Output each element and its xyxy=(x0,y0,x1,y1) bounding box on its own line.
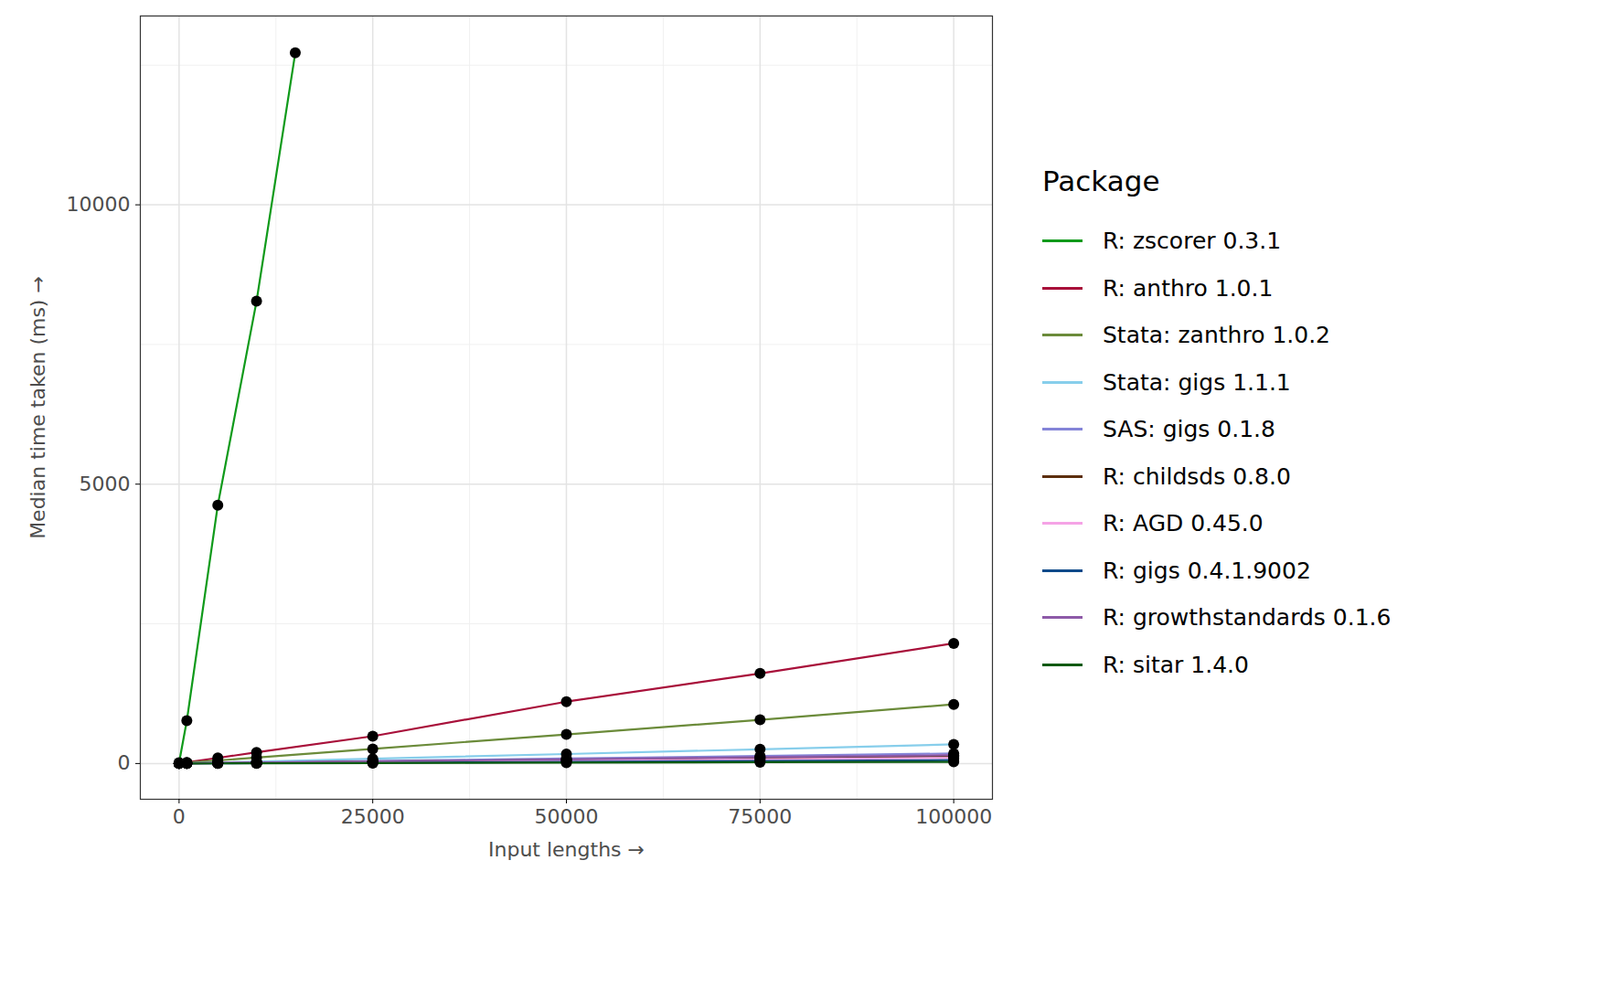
html-text:Package: Package xyxy=(1042,164,1160,198)
html-text:R: sitar 1.4.0: R: sitar 1.4.0 xyxy=(1102,651,1249,679)
svg-text:0: 0 xyxy=(117,751,131,775)
svg-text:100000: 100000 xyxy=(915,805,992,829)
html-text:Stata: gigs 1.1.1: Stata: gigs 1.1.1 xyxy=(1102,369,1291,396)
svg-text:50000: 50000 xyxy=(534,805,599,829)
html-text:R: gigs 0.4.1.9002: R: gigs 0.4.1.9002 xyxy=(1102,557,1311,585)
html-text:R: childsds 0.8.0: R: childsds 0.8.0 xyxy=(1102,463,1291,490)
svg-text:10000: 10000 xyxy=(66,192,131,216)
svg-text:75000: 75000 xyxy=(727,805,792,829)
svg-text:0: 0 xyxy=(172,805,186,829)
svg-text:Input lengths →: Input lengths → xyxy=(488,838,645,862)
html-text:R: zscorer 0.3.1: R: zscorer 0.3.1 xyxy=(1102,227,1282,255)
html-text:Stata: zanthro 1.0.2: Stata: zanthro 1.0.2 xyxy=(1102,322,1331,349)
svg-text:25000: 25000 xyxy=(341,805,406,829)
html-text:R: growthstandards 0.1.6: R: growthstandards 0.1.6 xyxy=(1102,604,1391,632)
svg-text:5000: 5000 xyxy=(79,472,131,496)
svg-text:Median time taken (ms) →: Median time taken (ms) → xyxy=(26,276,50,540)
html-text:R: AGD 0.45.0: R: AGD 0.45.0 xyxy=(1102,510,1264,537)
html-text:SAS: gigs 0.1.8: SAS: gigs 0.1.8 xyxy=(1102,416,1276,443)
html-text:R: anthro 1.0.1: R: anthro 1.0.1 xyxy=(1102,275,1274,302)
